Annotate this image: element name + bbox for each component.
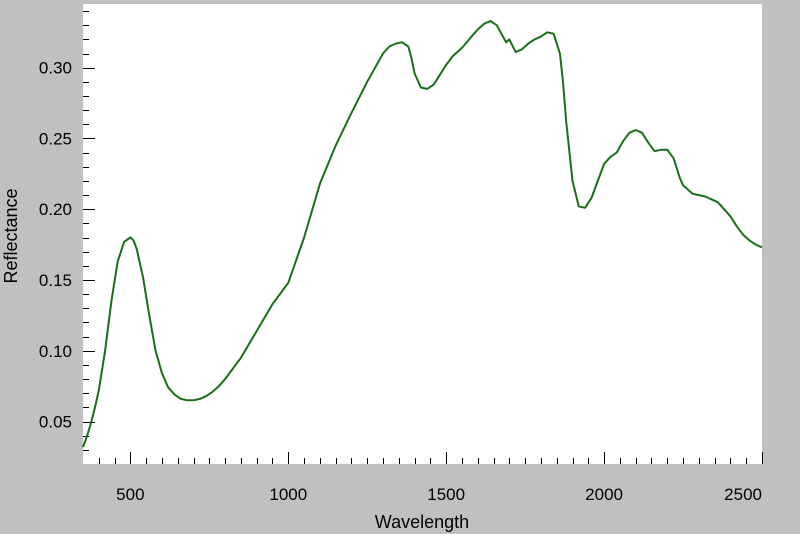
x-tick-label: 2500 xyxy=(724,485,762,504)
y-tick-label: 0.30 xyxy=(39,59,72,78)
x-tick-label: 2000 xyxy=(585,485,623,504)
x-axis-title: Wavelength xyxy=(375,512,469,532)
tick-labels: 500 1000 1500 2000 2500 0.05 0.10 0.15 0.20 0.25 0… xyxy=(39,59,762,504)
y-tick-label: 0.20 xyxy=(39,200,72,219)
y-tick-label: 0.25 xyxy=(39,129,72,148)
x-tick-label: 1500 xyxy=(427,485,465,504)
x-tick-label: 1000 xyxy=(269,485,307,504)
y-tick-label: 0.15 xyxy=(39,271,72,290)
y-tick-label: 0.10 xyxy=(39,342,72,361)
plot-area xyxy=(83,4,762,464)
y-tick-label: 0.05 xyxy=(39,413,72,432)
reflectance-series-line xyxy=(82,20,763,448)
x-tick-label: 500 xyxy=(116,485,144,504)
y-axis-title: Reflectance xyxy=(1,188,21,283)
ticks xyxy=(83,11,763,464)
